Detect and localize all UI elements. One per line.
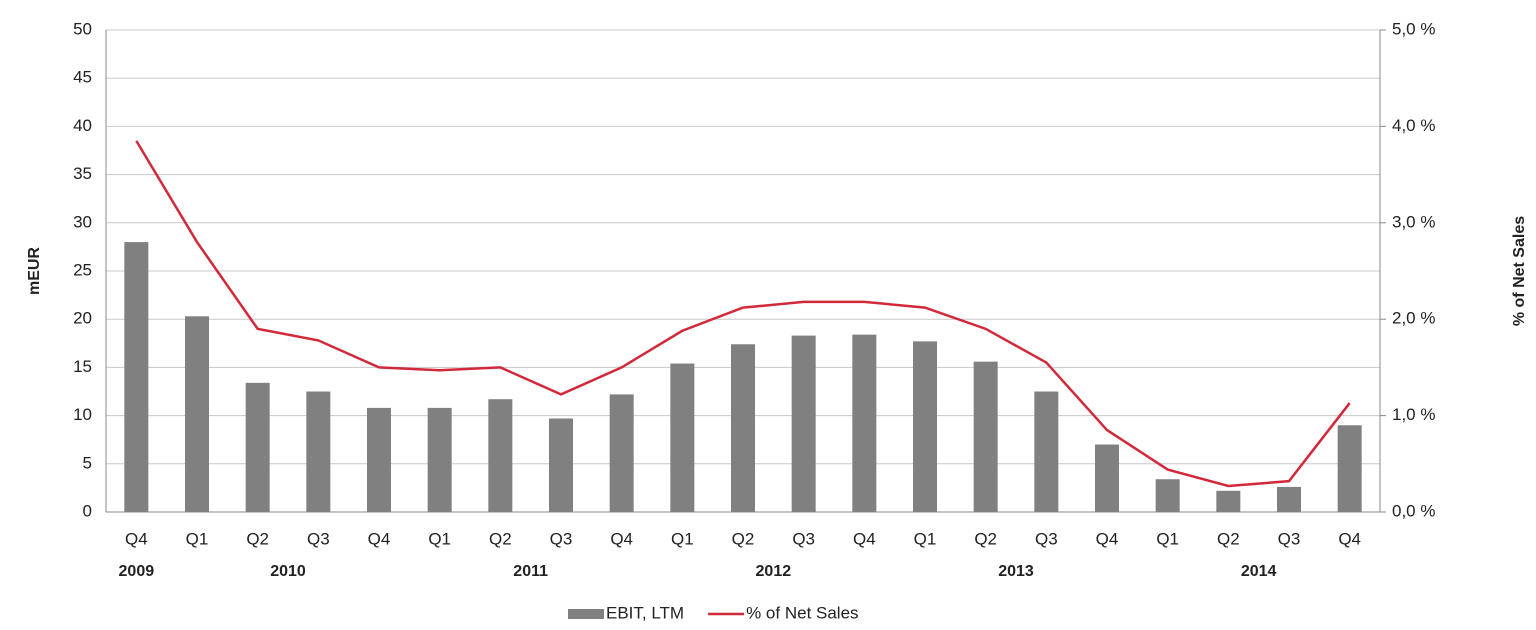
y-tick-label: 30 bbox=[73, 212, 92, 231]
y2-tick-label: 0,0 % bbox=[1392, 501, 1435, 520]
legend-swatch bbox=[568, 609, 604, 619]
x-tick-label: Q3 bbox=[1278, 529, 1301, 548]
x-tick-label: Q4 bbox=[1338, 529, 1361, 548]
x-tick-label: Q2 bbox=[732, 529, 755, 548]
y-tick-label: 50 bbox=[73, 19, 92, 38]
x-tick-label: Q1 bbox=[671, 529, 694, 548]
x-group-label: 2009 bbox=[119, 563, 155, 580]
y-tick-label: 15 bbox=[73, 357, 92, 376]
line bbox=[135, 140, 1351, 488]
legend-label: % of Net Sales bbox=[746, 603, 858, 622]
legend-label: EBIT, LTM bbox=[606, 603, 684, 622]
bar bbox=[609, 394, 634, 512]
x-tick-label: Q1 bbox=[914, 529, 937, 548]
bar bbox=[852, 334, 877, 512]
x-group-label: 2011 bbox=[513, 563, 548, 580]
bar bbox=[791, 335, 816, 512]
y-tick-label: 40 bbox=[73, 116, 92, 135]
x-tick-label: Q1 bbox=[428, 529, 451, 548]
bar bbox=[1095, 444, 1119, 512]
x-tick-label: Q2 bbox=[1217, 529, 1240, 548]
bar bbox=[670, 363, 695, 512]
bar bbox=[488, 399, 513, 512]
x-tick-label: Q2 bbox=[246, 529, 269, 548]
x-tick-label: Q2 bbox=[489, 529, 512, 548]
bar bbox=[427, 407, 452, 512]
bar bbox=[245, 382, 270, 512]
bar bbox=[1216, 490, 1241, 512]
x-group-label: 2012 bbox=[756, 563, 792, 580]
bar bbox=[1337, 425, 1362, 512]
x-group-label: 2014 bbox=[1241, 563, 1277, 580]
bar bbox=[1277, 486, 1301, 512]
x-tick-label: Q4 bbox=[610, 529, 633, 548]
bar bbox=[367, 407, 391, 512]
y2-tick-label: 3,0 % bbox=[1392, 212, 1435, 231]
y-tick-label: 35 bbox=[73, 164, 92, 183]
y-tick-label: 45 bbox=[73, 68, 92, 87]
y2-tick-label: 4,0 % bbox=[1392, 116, 1435, 135]
bar bbox=[549, 418, 573, 512]
y-tick-label: 20 bbox=[73, 309, 92, 328]
bar bbox=[973, 361, 998, 512]
y-tick-label: 0 bbox=[83, 501, 92, 520]
bar bbox=[1034, 391, 1059, 512]
x-tick-label: Q3 bbox=[792, 529, 815, 548]
x-tick-label: Q4 bbox=[1096, 529, 1119, 548]
x-tick-label: Q1 bbox=[186, 529, 209, 548]
x-tick-label: Q4 bbox=[853, 529, 876, 548]
x-tick-label: Q3 bbox=[307, 529, 330, 548]
y2-tick-label: 1,0 % bbox=[1392, 405, 1435, 424]
bar bbox=[913, 341, 937, 512]
y-tick-label: 10 bbox=[73, 405, 92, 424]
y-axis-label: mEUR bbox=[26, 247, 43, 295]
bar bbox=[124, 242, 149, 512]
y2-tick-label: 2,0 % bbox=[1392, 309, 1435, 328]
y2-tick-label: 5,0 % bbox=[1392, 19, 1435, 38]
y-tick-label: 5 bbox=[83, 453, 92, 472]
bar bbox=[306, 391, 331, 512]
bar bbox=[731, 344, 755, 512]
x-tick-label: Q2 bbox=[974, 529, 997, 548]
x-tick-label: Q3 bbox=[1035, 529, 1058, 548]
x-group-label: 2013 bbox=[998, 563, 1034, 580]
x-group-label: 2010 bbox=[270, 563, 306, 580]
y-tick-label: 25 bbox=[73, 260, 92, 279]
x-tick-label: Q3 bbox=[550, 529, 573, 548]
y2-axis-label: % of Net Sales bbox=[1511, 216, 1528, 326]
x-tick-label: Q1 bbox=[1156, 529, 1179, 548]
x-tick-label: Q4 bbox=[125, 529, 148, 548]
bar bbox=[185, 316, 209, 512]
bar bbox=[1155, 479, 1180, 512]
x-tick-label: Q4 bbox=[368, 529, 391, 548]
